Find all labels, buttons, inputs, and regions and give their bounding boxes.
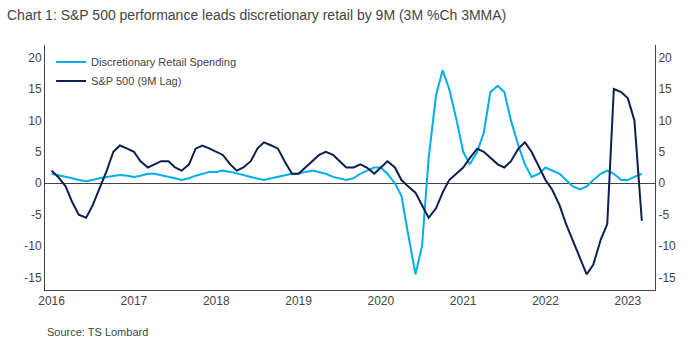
svg-text:2020: 2020 — [368, 294, 395, 308]
svg-text:2018: 2018 — [203, 294, 230, 308]
svg-text:20: 20 — [658, 51, 672, 65]
svg-text:2016: 2016 — [38, 294, 65, 308]
svg-text:2019: 2019 — [285, 294, 312, 308]
svg-text:Chart 1: S&P 500 performance l: Chart 1: S&P 500 performance leads discr… — [7, 7, 506, 23]
svg-text:0: 0 — [35, 176, 42, 190]
svg-text:-10: -10 — [658, 239, 676, 253]
svg-text:5: 5 — [658, 145, 665, 159]
svg-text:10: 10 — [658, 114, 672, 128]
svg-text:2017: 2017 — [121, 294, 148, 308]
svg-text:Discretionary Retail Spending: Discretionary Retail Spending — [91, 56, 236, 68]
svg-text:20: 20 — [28, 51, 42, 65]
svg-text:-10: -10 — [24, 239, 42, 253]
svg-text:10: 10 — [28, 114, 42, 128]
svg-text:-15: -15 — [658, 271, 676, 285]
svg-text:15: 15 — [658, 82, 672, 96]
svg-text:-5: -5 — [31, 208, 42, 222]
svg-text:-5: -5 — [658, 208, 669, 222]
svg-text:2022: 2022 — [532, 294, 559, 308]
svg-text:Source: TS Lombard: Source: TS Lombard — [47, 326, 148, 338]
svg-text:15: 15 — [28, 82, 42, 96]
svg-text:2021: 2021 — [450, 294, 477, 308]
svg-text:5: 5 — [35, 145, 42, 159]
svg-text:0: 0 — [658, 176, 665, 190]
svg-text:-15: -15 — [24, 271, 42, 285]
svg-text:S&P 500 (9M Lag): S&P 500 (9M Lag) — [91, 75, 181, 87]
svg-text:2023: 2023 — [614, 294, 641, 308]
